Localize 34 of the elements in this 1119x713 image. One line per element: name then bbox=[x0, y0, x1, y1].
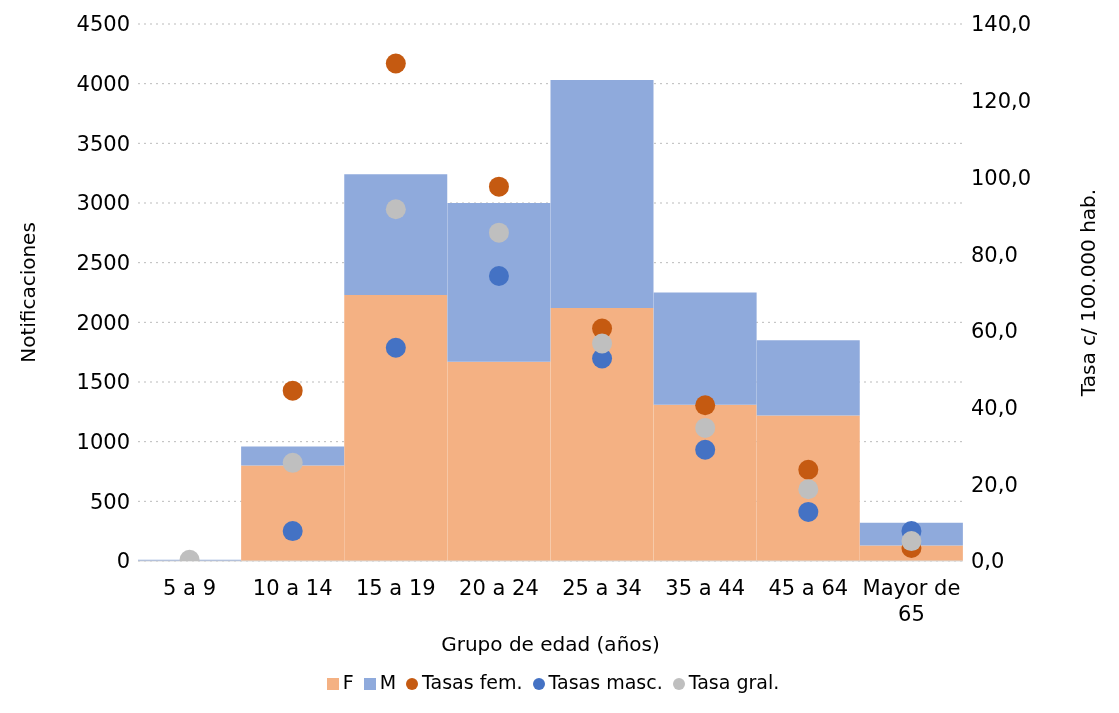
y2-tick-label: 80,0 bbox=[971, 242, 1018, 267]
y2-tick-label: 140,0 bbox=[971, 12, 1032, 37]
y2-tick-label: 120,0 bbox=[971, 89, 1032, 114]
y-tick-label: 3000 bbox=[76, 191, 130, 216]
y-tick-label: 4500 bbox=[76, 12, 130, 37]
x-tick-label: 10 a 14 bbox=[252, 576, 333, 600]
y-axis-title: Notificaciones bbox=[16, 222, 41, 363]
y-tick-label: 1500 bbox=[76, 370, 130, 395]
x-tick-label: Mayor de 65 bbox=[862, 576, 961, 626]
legend-label: Tasa gral. bbox=[688, 671, 780, 693]
legend-label: F bbox=[342, 671, 354, 693]
x-tick-label: 35 a 44 bbox=[665, 576, 746, 600]
y-tick-label: 4000 bbox=[76, 72, 130, 97]
x-axis-title: Grupo de edad (años) bbox=[441, 632, 660, 656]
y2-tick-label: 0,0 bbox=[971, 549, 1005, 574]
y2-tick-label: 40,0 bbox=[971, 396, 1018, 421]
x-tick-label: 5 a 9 bbox=[163, 576, 217, 600]
x-tick-label: 15 a 19 bbox=[355, 576, 436, 600]
y2-tick-label: 20,0 bbox=[971, 472, 1018, 497]
y2-axis-title: Tasa c/ 100.000 hab. bbox=[1076, 188, 1101, 398]
legend-label: Tasas masc. bbox=[548, 671, 663, 693]
y2-tick-label: 100,0 bbox=[971, 165, 1032, 190]
x-tick-label: 45 a 64 bbox=[768, 576, 849, 600]
y-tick-label: 2000 bbox=[76, 310, 130, 335]
y-tick-label: 3500 bbox=[76, 131, 130, 156]
y-tick-label: 2500 bbox=[76, 251, 130, 276]
x-tick-label: 20 a 24 bbox=[459, 576, 539, 600]
legend-label: Tasas fem. bbox=[422, 671, 523, 693]
x-tick-label: 25 a 34 bbox=[562, 576, 642, 600]
y2-tick-label: 60,0 bbox=[971, 319, 1018, 344]
y-tick-label: 500 bbox=[89, 489, 130, 514]
legend-label: M bbox=[379, 671, 397, 693]
y-tick-label: 0 bbox=[116, 549, 130, 574]
y-tick-label: 1000 bbox=[76, 430, 130, 455]
